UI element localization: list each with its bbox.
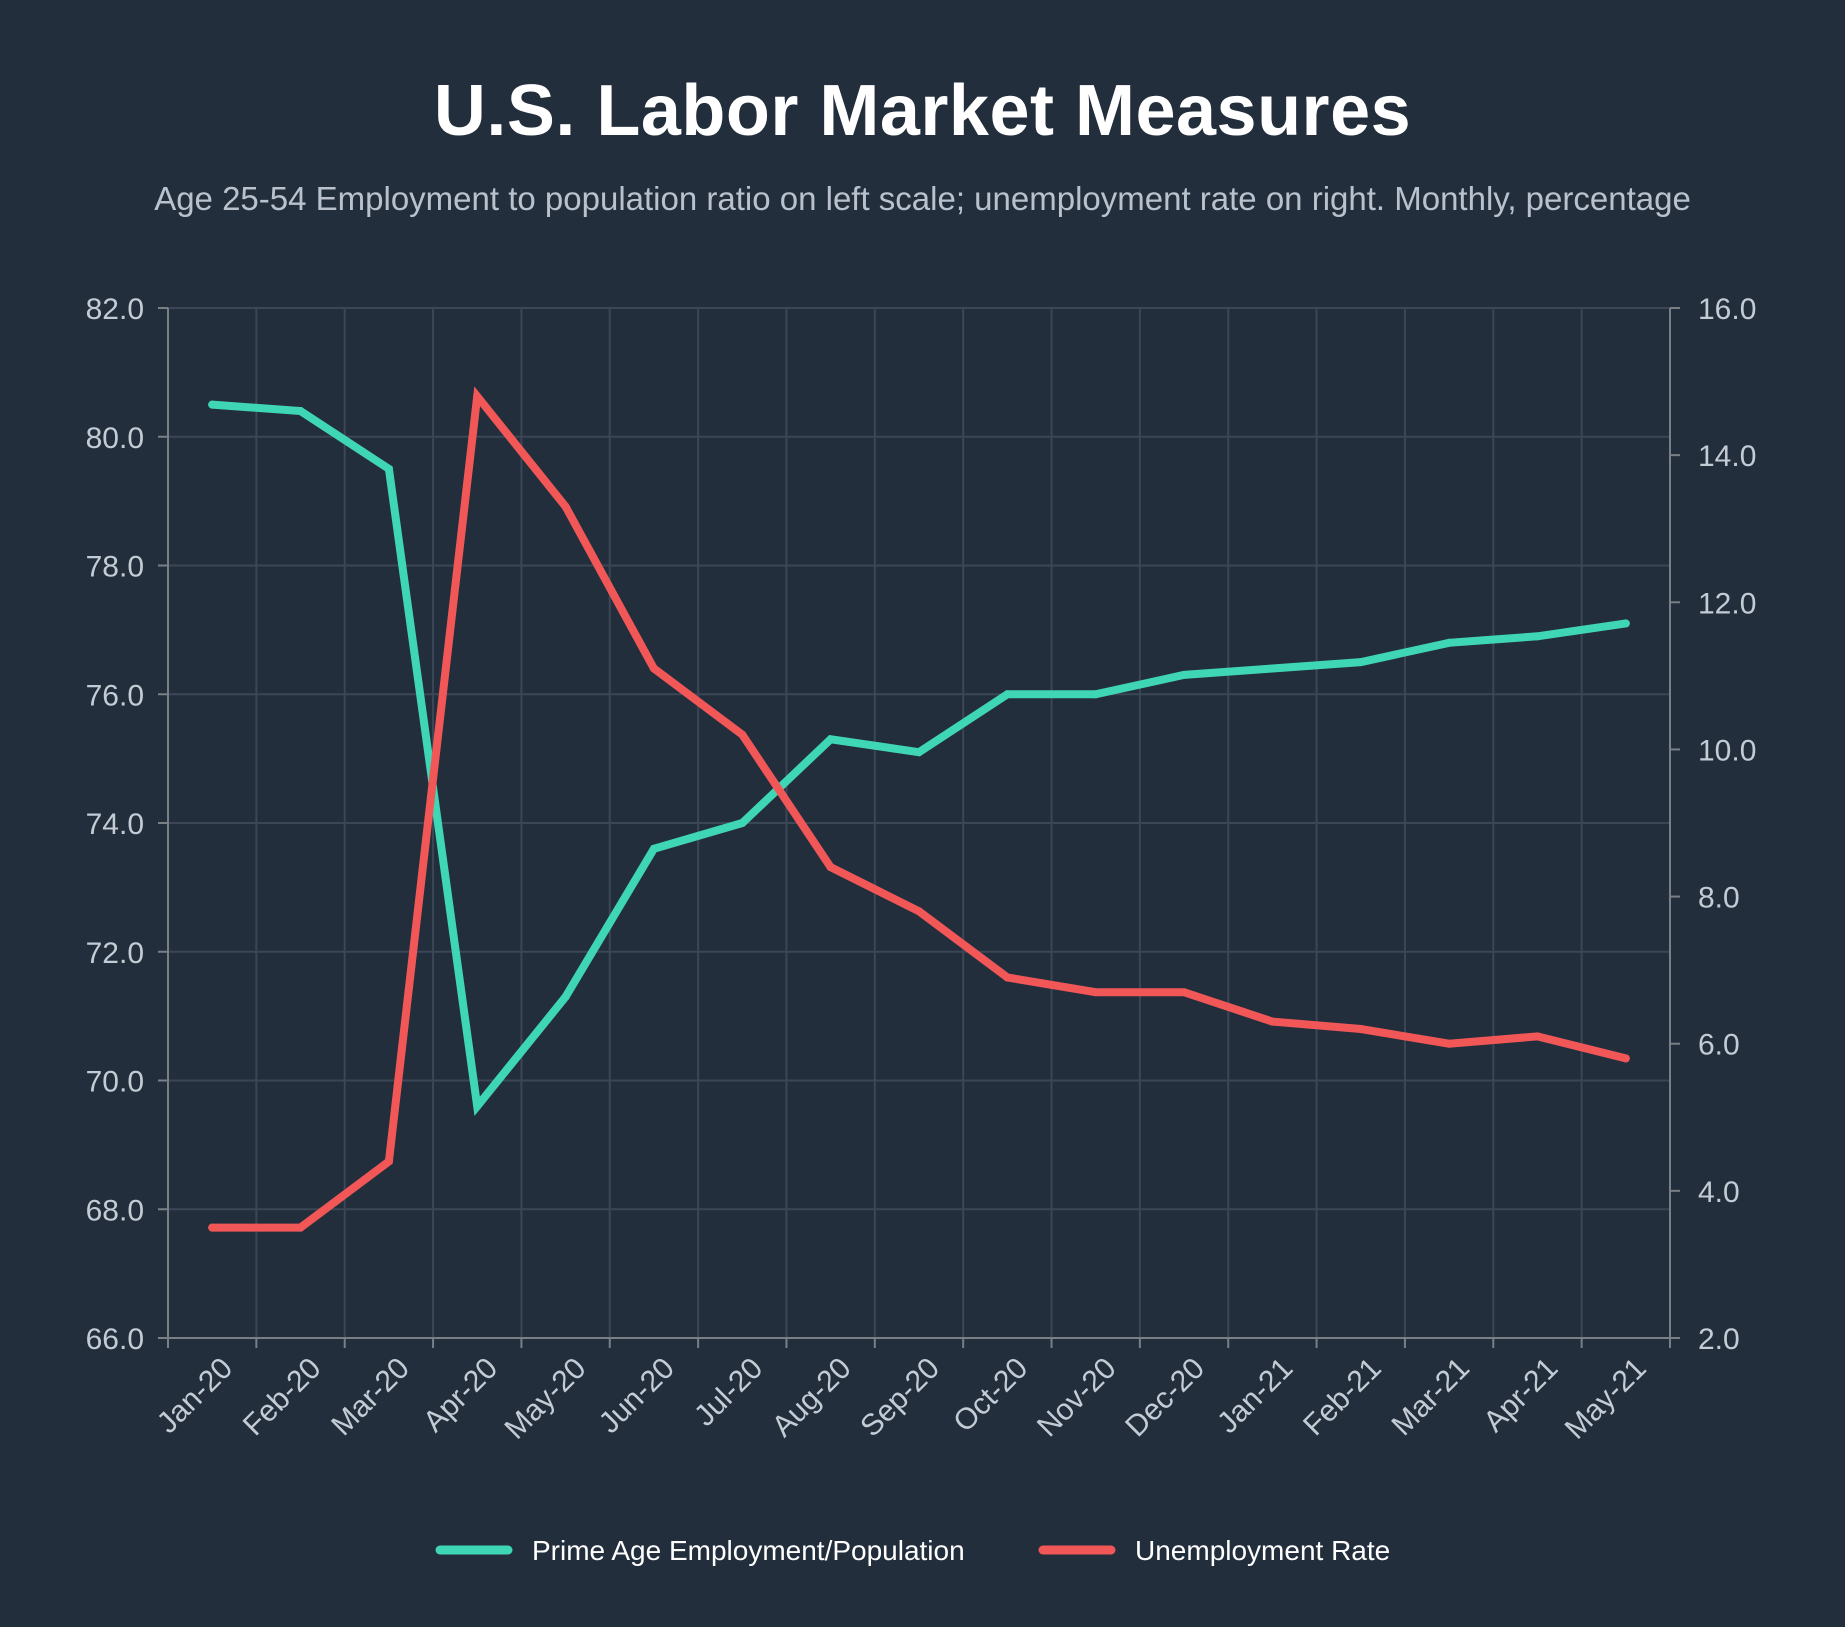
data-point (208, 1223, 217, 1232)
right-tick-label: 14.0 (1698, 440, 1756, 473)
data-point (561, 992, 570, 1001)
data-point (1091, 690, 1100, 699)
data-point (296, 407, 305, 415)
data-point (826, 863, 835, 872)
x-tick-label: Mar-21 (1386, 1352, 1477, 1443)
data-point (561, 502, 570, 511)
x-tick-label: May-20 (498, 1352, 592, 1446)
legend-label: Unemployment Rate (1135, 1535, 1390, 1566)
x-tick-label: Sep-20 (854, 1352, 946, 1444)
data-point (1356, 1025, 1365, 1033)
legend: Prime Age Employment/Population Unemploym… (435, 1535, 1390, 1566)
right-tick-label: 2.0 (1698, 1323, 1740, 1356)
data-point (208, 400, 217, 409)
legend-label: Prime Age Employment/Population (532, 1535, 965, 1566)
data-point (1091, 988, 1100, 997)
left-tick-label: 66.0 (86, 1323, 144, 1356)
x-tick-label: May-21 (1559, 1352, 1653, 1446)
series-employment (208, 400, 1630, 1117)
data-point (1003, 973, 1012, 982)
data-point (1621, 1054, 1630, 1063)
data-point (1356, 658, 1365, 667)
data-point (1268, 1017, 1277, 1026)
right-tick-label: 12.0 (1698, 587, 1756, 620)
right-tick-label: 6.0 (1698, 1029, 1740, 1062)
x-tick-label: Nov-20 (1031, 1352, 1123, 1444)
chart-title: U.S. Labor Market Measures (433, 71, 1412, 151)
left-tick-label: 82.0 (86, 293, 144, 326)
left-tick-label: 72.0 (86, 937, 144, 970)
x-tick-label: Mar-20 (325, 1352, 416, 1443)
data-point (1445, 1039, 1454, 1048)
data-point (296, 1223, 305, 1232)
x-tick-label: Dec-20 (1119, 1352, 1211, 1444)
data-point (738, 819, 747, 827)
data-point (826, 735, 835, 744)
data-point (1180, 988, 1189, 997)
x-tick-label: Oct-20 (947, 1352, 1034, 1439)
x-tick-label: Jan-20 (151, 1352, 239, 1440)
left-tick-label: 76.0 (86, 679, 144, 712)
series-line (208, 386, 1630, 1232)
data-point (1533, 632, 1542, 641)
data-point (473, 1102, 482, 1111)
left-tick-label: 74.0 (86, 808, 144, 841)
left-tick-label: 80.0 (86, 422, 144, 455)
legend-item: Unemployment Rate (1038, 1535, 1390, 1566)
data-point (1621, 619, 1630, 628)
data-point (384, 464, 393, 473)
data-point (915, 907, 923, 916)
chart-subtitle: Age 25-54 Employment to population ratio… (154, 180, 1691, 217)
series-unemployment (208, 386, 1630, 1232)
axes: 66.0 68.0 70.0 72.0 74.0 76.0 78.0 80.0 82.0 2.0 4… (86, 293, 1757, 1446)
x-tick-label: Feb-20 (237, 1352, 328, 1443)
gridlines (167, 307, 1671, 1339)
data-point (649, 844, 658, 853)
x-tick-label: Feb-21 (1297, 1352, 1388, 1443)
right-tick-label: 16.0 (1698, 293, 1756, 326)
data-point (915, 748, 923, 757)
right-tick-label: 4.0 (1698, 1176, 1740, 1209)
right-tick-label: 8.0 (1698, 882, 1740, 915)
data-point (473, 392, 482, 401)
data-point (1533, 1032, 1542, 1041)
left-tick-label: 68.0 (86, 1194, 144, 1227)
x-tick-label: Jul-20 (688, 1352, 769, 1433)
data-point (1003, 690, 1012, 699)
right-tick-label: 10.0 (1698, 734, 1756, 767)
x-tick-label: Apr-21 (1477, 1352, 1564, 1439)
left-tick-label: 78.0 (86, 551, 144, 584)
data-point (738, 730, 747, 739)
data-point (649, 664, 658, 673)
x-tick-label: Apr-20 (417, 1352, 504, 1439)
x-tick-label: Jan-21 (1211, 1352, 1299, 1440)
data-point (1180, 670, 1189, 679)
data-point (1268, 664, 1277, 673)
x-tick-label: Jun-20 (593, 1352, 681, 1440)
data-point (384, 1157, 393, 1166)
legend-item: Prime Age Employment/Population (435, 1535, 965, 1566)
data-point (1445, 638, 1454, 647)
left-tick-label: 70.0 (86, 1066, 144, 1099)
x-tick-label: Aug-20 (766, 1352, 858, 1444)
